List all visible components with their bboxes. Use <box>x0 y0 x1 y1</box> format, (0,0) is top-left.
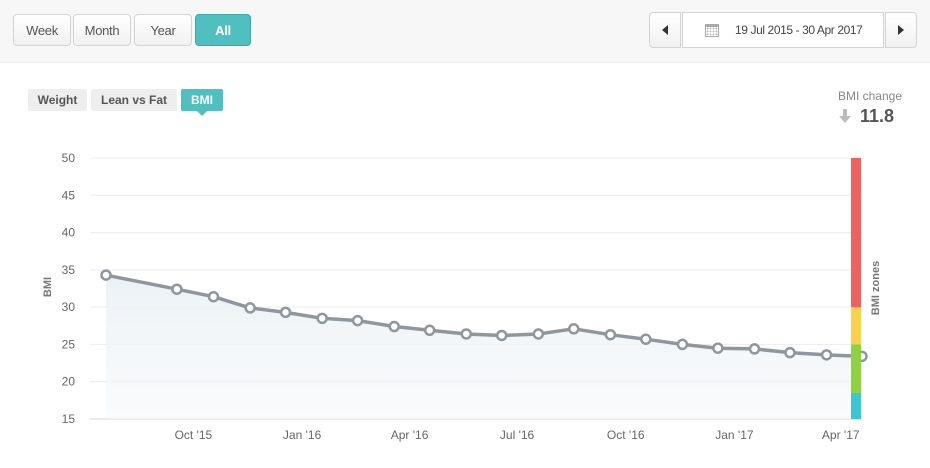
bmi-point <box>279 306 292 319</box>
previous-range-button[interactable] <box>649 12 681 48</box>
x-tick-label: Apr '16 <box>391 428 429 442</box>
bmi-point <box>495 329 508 342</box>
bmi-point <box>316 312 328 325</box>
bmi-zone <box>851 344 861 393</box>
y-tick-label: 45 <box>62 188 76 202</box>
bmi-point <box>676 338 689 351</box>
week-button[interactable]: Week <box>13 14 71 46</box>
x-tick-label: Jul '16 <box>500 428 535 442</box>
x-tick-label: Jan '16 <box>283 428 322 442</box>
bmi-change-label: BMI change <box>837 89 902 103</box>
y-axis-label: BMI <box>42 277 54 297</box>
bmi-point <box>171 283 183 295</box>
arrow-down-icon <box>838 109 851 123</box>
y-tick-label: 25 <box>62 337 76 351</box>
y-tick-label: 30 <box>62 300 76 314</box>
bmi-point <box>640 333 652 345</box>
bmi-point <box>784 346 796 359</box>
bmi-point <box>820 349 833 361</box>
chevron-right-icon <box>898 25 904 35</box>
x-tick-label: Oct '16 <box>607 428 645 442</box>
bmi-zone <box>851 158 861 308</box>
y-tick-label: 35 <box>62 263 76 277</box>
date-range-label: 19 Jul 2015 - 30 Apr 2017 <box>735 23 863 37</box>
bmi-point <box>388 320 400 333</box>
bmi-point <box>604 328 617 341</box>
bmi-change-value: 11.8 <box>838 106 894 127</box>
bmi-zone <box>851 392 861 419</box>
bmi-zone <box>851 307 861 345</box>
bmi-point <box>532 328 545 340</box>
tab-weight[interactable]: Weight <box>28 89 87 111</box>
period-toolbar: Week Month Year All 19 Jul 2015 - 30 Apr… <box>0 0 930 63</box>
month-button[interactable]: Month <box>73 14 131 46</box>
date-range-picker[interactable]: 19 Jul 2015 - 30 Apr 2017 <box>682 12 884 48</box>
bmi-point <box>207 290 220 303</box>
y-tick-label: 50 <box>62 151 76 165</box>
chevron-left-icon <box>662 25 668 35</box>
y-tick-label: 15 <box>62 412 76 426</box>
y-axis-ticks: 15 20 25 30 35 40 45 50 <box>62 151 76 426</box>
bmi-point <box>568 323 580 335</box>
bmi-area <box>106 275 862 419</box>
tab-lean-vs-fat[interactable]: Lean vs Fat <box>91 89 177 111</box>
bmi-zones-bar <box>851 158 861 419</box>
bmi-point <box>748 343 761 355</box>
zones-axis-label: BMI zones <box>870 261 882 315</box>
year-button[interactable]: Year <box>134 14 192 46</box>
all-button[interactable]: All <box>195 14 251 46</box>
y-tick-label: 40 <box>62 226 76 240</box>
y-tick-label: 20 <box>62 375 76 389</box>
x-tick-label: Apr '17 <box>822 428 860 442</box>
bmi-point <box>460 328 473 340</box>
tab-bmi[interactable]: BMI <box>181 89 223 116</box>
next-range-button[interactable] <box>885 12 917 48</box>
bmi-point <box>712 342 724 354</box>
bmi-point <box>423 324 436 337</box>
bmi-change-number: 11.8 <box>859 106 894 126</box>
x-tick-label: Jan '17 <box>715 428 754 442</box>
bmi-point <box>100 269 112 281</box>
x-axis-ticks: Oct '15 Jan '16 Apr '16 Jul '16 Oct '16 Jan '… <box>175 428 860 442</box>
bmi-point <box>244 302 256 314</box>
calendar-icon <box>705 23 719 37</box>
bmi-points <box>100 269 868 363</box>
x-tick-label: Oct '15 <box>175 428 213 442</box>
bmi-point <box>351 314 364 327</box>
